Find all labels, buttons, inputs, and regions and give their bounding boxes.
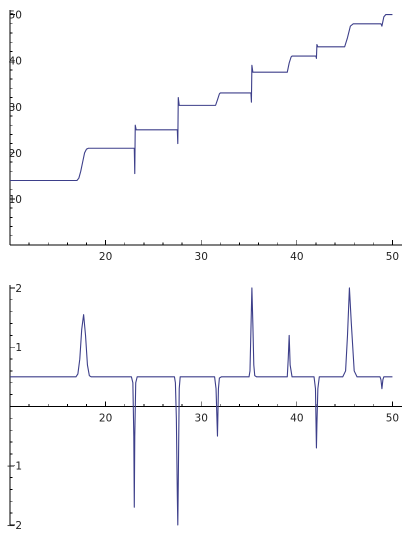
y-tick-label: 10 [9,194,22,206]
series-line [10,14,393,182]
y-tick-label: 30 [9,102,22,114]
y-tick-label: 40 [9,56,22,68]
y-tick-label: 20 [9,148,22,160]
y-tick-label: 2 [15,283,22,295]
y-tick-label: 50 [9,10,22,22]
x-tick-label: 50 [386,412,399,424]
x-tick-label: 30 [195,251,208,263]
x-tick-label: 20 [99,412,112,424]
x-tick-label: 20 [99,251,112,263]
x-tick-label: 40 [290,412,303,424]
chart-cumulative-steps: 20 30 40 50 10 20 30 40 50 [9,10,402,263]
chart-derivative-spikes: 20 30 40 50 −2 −1 1 2 [7,283,402,532]
y-tick-label: −1 [7,461,22,473]
x-tick-label: 40 [290,251,303,263]
y-tick-label: 1 [15,342,22,354]
y-tick-label: −2 [7,520,22,532]
x-tick-label: 30 [195,412,208,424]
x-tick-label: 50 [386,251,399,263]
